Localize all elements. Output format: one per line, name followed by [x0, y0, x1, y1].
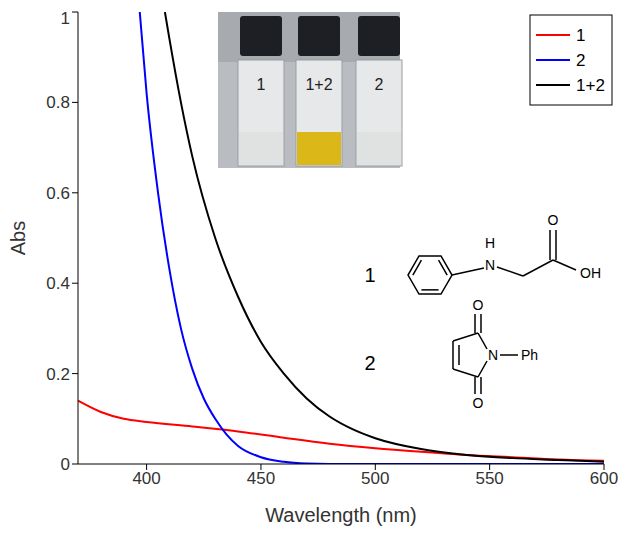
svg-text:0.8: 0.8 [46, 93, 70, 112]
svg-text:Abs: Abs [8, 221, 29, 255]
svg-text:1+2: 1+2 [305, 76, 332, 93]
svg-text:1: 1 [61, 9, 70, 28]
svg-text:Ph: Ph [521, 347, 538, 363]
svg-text:0: 0 [61, 455, 70, 474]
svg-text:2: 2 [364, 352, 375, 374]
svg-text:O: O [473, 297, 484, 313]
svg-text:2: 2 [375, 76, 384, 93]
svg-text:0.4: 0.4 [46, 274, 70, 293]
svg-text:O: O [548, 212, 559, 228]
svg-text:1: 1 [576, 26, 585, 45]
svg-text:0.2: 0.2 [46, 365, 70, 384]
svg-text:Wavelength (nm): Wavelength (nm) [265, 504, 417, 526]
svg-text:1+2: 1+2 [576, 76, 605, 95]
svg-text:500: 500 [361, 469, 389, 488]
svg-text:N: N [488, 347, 498, 363]
svg-text:550: 550 [475, 469, 503, 488]
svg-text:2: 2 [576, 51, 585, 70]
svg-text:OH: OH [580, 265, 601, 281]
svg-text:600: 600 [590, 469, 618, 488]
svg-text:O: O [473, 395, 484, 411]
svg-text:H: H [485, 235, 495, 251]
svg-text:1: 1 [257, 76, 266, 93]
svg-text:0.6: 0.6 [46, 184, 70, 203]
svg-text:450: 450 [247, 469, 275, 488]
svg-text:1: 1 [364, 264, 375, 286]
svg-text:N: N [485, 257, 495, 273]
svg-text:400: 400 [132, 469, 160, 488]
